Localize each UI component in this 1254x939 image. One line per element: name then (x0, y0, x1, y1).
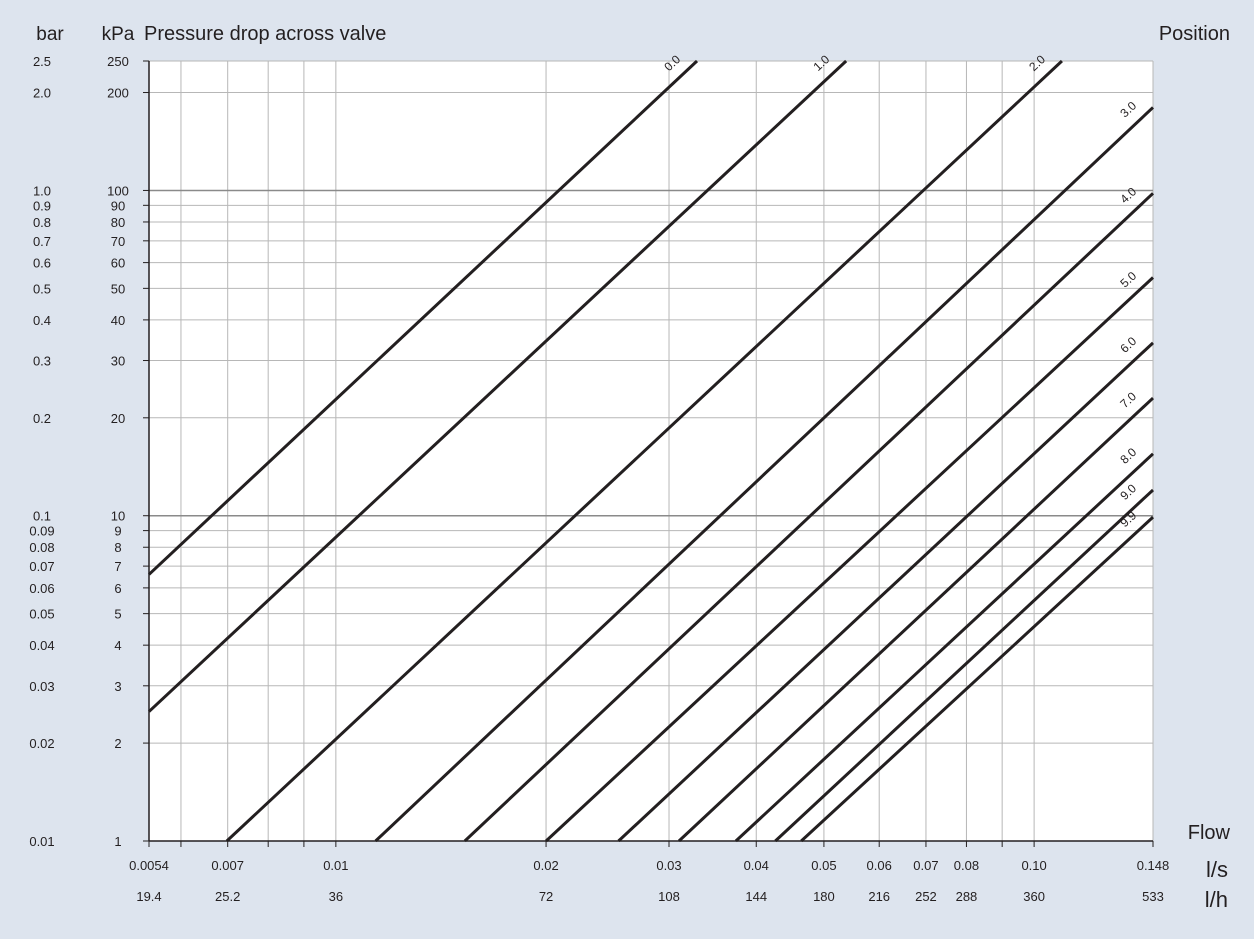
y-tick-label-kpa-5: 5 (114, 607, 121, 622)
y-tick-label-bar-10: 0.1 (33, 509, 51, 524)
y-tick-label-kpa-10: 10 (111, 509, 125, 524)
y-tick-label-kpa-250: 250 (107, 54, 129, 69)
x-tick-label-ls-0-07: 0.07 (913, 858, 938, 873)
y-tick-label-bar-20: 0.2 (33, 411, 51, 426)
y-tick-labels: 2502.52002.01001.0900.9800.8700.7600.650… (29, 54, 129, 849)
x-tick-label-ls-0-04: 0.04 (744, 858, 769, 873)
x-tick-label-ls-0-1: 0.10 (1021, 858, 1046, 873)
y-tick-label-bar-250: 2.5 (33, 54, 51, 69)
x-tick-label-lh-0-04: 144 (745, 889, 767, 904)
x-tick-label-lh-0-01: 36 (329, 889, 343, 904)
x-tick-label-lh-0-007: 25.2 (215, 889, 240, 904)
x-tick-labels: 0.0054 19.4 0.007 25.2 0.01 36 0.02 72 0.03 108 0.… (129, 858, 1169, 904)
y-tick-label-kpa-200: 200 (107, 86, 129, 101)
curve-position-4-0 (463, 192, 1155, 843)
y-tick-label-kpa-100: 100 (107, 183, 129, 198)
y-tick-label-bar-60: 0.6 (33, 256, 51, 271)
y-tick-label-kpa-20: 20 (111, 411, 125, 426)
x-tick-label-lh-0-0054: 19.4 (136, 889, 161, 904)
y-tick-label-kpa-30: 30 (111, 354, 125, 369)
x-tick-label-lh-0-03: 108 (658, 889, 680, 904)
y-tick-label-bar-5: 0.05 (29, 607, 54, 622)
y-tick-label-bar-40: 0.4 (33, 313, 51, 328)
y-tick-label-bar-4: 0.04 (29, 638, 54, 653)
x-tick-label-ls-0-007: 0.007 (211, 858, 244, 873)
x-tick-label-ls-0-08: 0.08 (954, 858, 979, 873)
y-tick-label-kpa-70: 70 (111, 234, 125, 249)
x-tick-label-lh-0-07: 252 (915, 889, 937, 904)
curve-position-2-0 (225, 59, 1063, 843)
y-tick-label-bar-2: 0.02 (29, 736, 54, 751)
y-tick-label-kpa-60: 60 (111, 256, 125, 271)
y-tick-label-kpa-1: 1 (114, 834, 121, 849)
y-tick-label-bar-100: 1.0 (33, 183, 51, 198)
y-tick-label-bar-6: 0.06 (29, 581, 54, 596)
curve-position-9-9 (800, 516, 1155, 843)
curve-position-0-0 (147, 59, 699, 576)
y-tick-label-bar-30: 0.3 (33, 354, 51, 369)
x-tick-label-ls-0-05: 0.05 (811, 858, 836, 873)
legend-title-position: Position (1159, 23, 1230, 45)
y-tick-label-kpa-40: 40 (111, 313, 125, 328)
curve-position-6-0 (617, 341, 1155, 843)
x-tick-label-lh-0-05: 180 (813, 889, 835, 904)
y-tick-label-bar-70: 0.7 (33, 234, 51, 249)
x-unit-ls: l/s (1206, 857, 1228, 882)
y-tick-label-kpa-4: 4 (114, 638, 121, 653)
curve-position-7-0 (677, 396, 1155, 843)
x-tick-label-lh-0-02: 72 (539, 889, 553, 904)
y-tick-label-kpa-50: 50 (111, 281, 125, 296)
curve-position-9-0 (774, 488, 1155, 843)
x-unit-lh: l/h (1205, 887, 1228, 912)
y-tick-label-bar-9: 0.09 (29, 524, 54, 539)
y-tick-label-kpa-6: 6 (114, 581, 121, 596)
y-tick-label-bar-1: 0.01 (29, 834, 54, 849)
y-tick-label-kpa-90: 90 (111, 198, 125, 213)
x-tick-label-lh-0-148: 533 (1142, 889, 1164, 904)
x-tick-label-ls-0-01: 0.01 (323, 858, 348, 873)
x-tick-label-lh-0-06: 216 (868, 889, 890, 904)
horizontal-gridlines (149, 60, 1153, 842)
y-tick-label-kpa-80: 80 (111, 215, 125, 230)
x-axis-label-flow: Flow (1188, 822, 1231, 844)
x-tick-label-ls-0-02: 0.02 (533, 858, 558, 873)
x-tick-label-ls-0-06: 0.06 (867, 858, 892, 873)
curve-position-3-0 (374, 106, 1155, 843)
chart-title: Pressure drop across valve (144, 23, 386, 45)
y-tick-label-kpa-8: 8 (114, 540, 121, 555)
y-unit-bar: bar (36, 24, 64, 45)
curve-position-1-0 (147, 59, 848, 713)
y-tick-label-kpa-3: 3 (114, 679, 121, 694)
y-tick-label-bar-50: 0.5 (33, 281, 51, 296)
x-tick-label-ls-0-148: 0.148 (1137, 858, 1170, 873)
y-tick-label-bar-90: 0.9 (33, 198, 51, 213)
y-tick-label-bar-3: 0.03 (29, 679, 54, 694)
y-tick-label-kpa-9: 9 (114, 524, 121, 539)
y-tick-label-bar-80: 0.8 (33, 215, 51, 230)
x-tick-label-lh-0-08: 288 (956, 889, 978, 904)
y-tick-label-bar-7: 0.07 (29, 559, 54, 574)
y-tick-label-kpa-7: 7 (114, 559, 121, 574)
y-unit-kpa: kPa (102, 24, 135, 45)
x-tick-label-lh-0-1: 360 (1023, 889, 1045, 904)
position-curves (147, 59, 1155, 843)
x-tick-label-ls-0-0054: 0.0054 (129, 858, 169, 873)
y-tick-label-bar-8: 0.08 (29, 540, 54, 555)
y-tick-label-bar-200: 2.0 (33, 86, 51, 101)
y-tick-label-kpa-2: 2 (114, 736, 121, 751)
x-tick-label-ls-0-03: 0.03 (656, 858, 681, 873)
curve-position-5-0 (545, 276, 1155, 843)
curve-position-8-0 (734, 452, 1155, 843)
